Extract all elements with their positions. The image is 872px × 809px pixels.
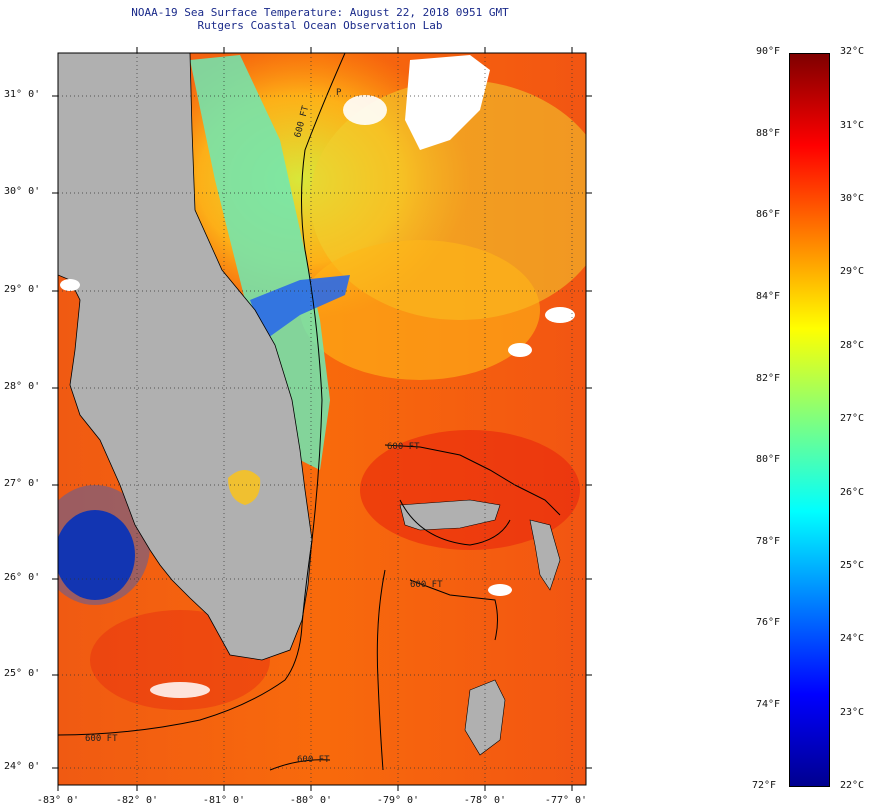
isobath-label: 600 FT	[297, 755, 330, 765]
colorbar-c-label: 27°C	[840, 413, 865, 424]
lat-label: 26° 0'	[4, 572, 41, 583]
cloud-north	[405, 55, 490, 150]
isobath-600ft-bahamas	[384, 444, 561, 546]
isobath-label: 600 FT	[85, 734, 118, 744]
axis-ticks	[52, 47, 592, 791]
lon-label: -81° 0'	[202, 795, 246, 806]
lon-label: -79° 0'	[376, 795, 420, 806]
lat-label: 24° 0'	[4, 761, 41, 772]
colorbar-c-label: 22°C	[840, 780, 865, 791]
lat-label: 29° 0'	[4, 284, 41, 295]
colorbar-c-label: 24°C	[840, 633, 865, 644]
lon-label: -77° 0'	[544, 795, 588, 806]
grand-bahama-land	[399, 499, 501, 531]
colorbar-f-label: 78°F	[756, 536, 781, 547]
colorbar	[789, 53, 830, 787]
lat-label: 25° 0'	[4, 668, 41, 679]
lon-label: -80° 0'	[289, 795, 333, 806]
colorbar-f-label: 88°F	[756, 128, 781, 139]
lat-label: 28° 0'	[4, 381, 41, 392]
map-title: NOAA-19 Sea Surface Temperature: August …	[131, 6, 509, 19]
colorbar-f-label: 80°F	[756, 454, 781, 465]
map-field: 600 FT 600 FT 600 FT 600 FT 600 FT P	[58, 53, 586, 785]
isobath-label: 600 FT	[410, 580, 443, 590]
lat-label: 31° 0'	[4, 89, 41, 100]
colorbar-f-label: 86°F	[756, 209, 781, 220]
lon-label: -83° 0'	[36, 795, 80, 806]
lat-label: 27° 0'	[4, 478, 41, 489]
map-frame	[57, 52, 587, 786]
colorbar-c-label: 23°C	[840, 707, 865, 718]
cold-spot-gulf	[58, 510, 135, 600]
map-subtitle: Rutgers Coastal Ocean Observation Lab	[197, 19, 443, 32]
coastal-upwelling	[190, 55, 330, 470]
colorbar-c-label: 29°C	[840, 266, 865, 277]
colorbar-c-label: 32°C	[840, 46, 865, 57]
graticule	[58, 53, 586, 785]
colorbar-f-label: 76°F	[756, 617, 781, 628]
isobath-label-short: P	[336, 88, 342, 98]
colorbar-f-label: 82°F	[756, 373, 781, 384]
warm-band	[300, 240, 540, 380]
isobath-600ft-south	[376, 569, 498, 771]
colorbar-f-label: 72°F	[752, 780, 777, 791]
isobath-600ft-florida	[58, 53, 346, 736]
colorbar-c-label: 28°C	[840, 340, 865, 351]
lon-label: -82° 0'	[115, 795, 159, 806]
colorbar-c-label: 26°C	[840, 487, 865, 498]
abaco-land	[529, 519, 561, 591]
colorbar-c-label: 25°C	[840, 560, 865, 571]
lake-okeechobee	[228, 470, 261, 505]
colorbar-f-label: 74°F	[756, 699, 781, 710]
florida-land	[58, 53, 313, 661]
isobath-label: 600 FT	[387, 442, 420, 452]
colorbar-c-label: 30°C	[840, 193, 865, 204]
colorbar-c-label: 31°C	[840, 120, 865, 131]
lat-label: 30° 0'	[4, 186, 41, 197]
colorbar-f-label: 84°F	[756, 291, 781, 302]
colorbar-f-label: 90°F	[756, 46, 781, 57]
lon-label: -78° 0'	[463, 795, 507, 806]
